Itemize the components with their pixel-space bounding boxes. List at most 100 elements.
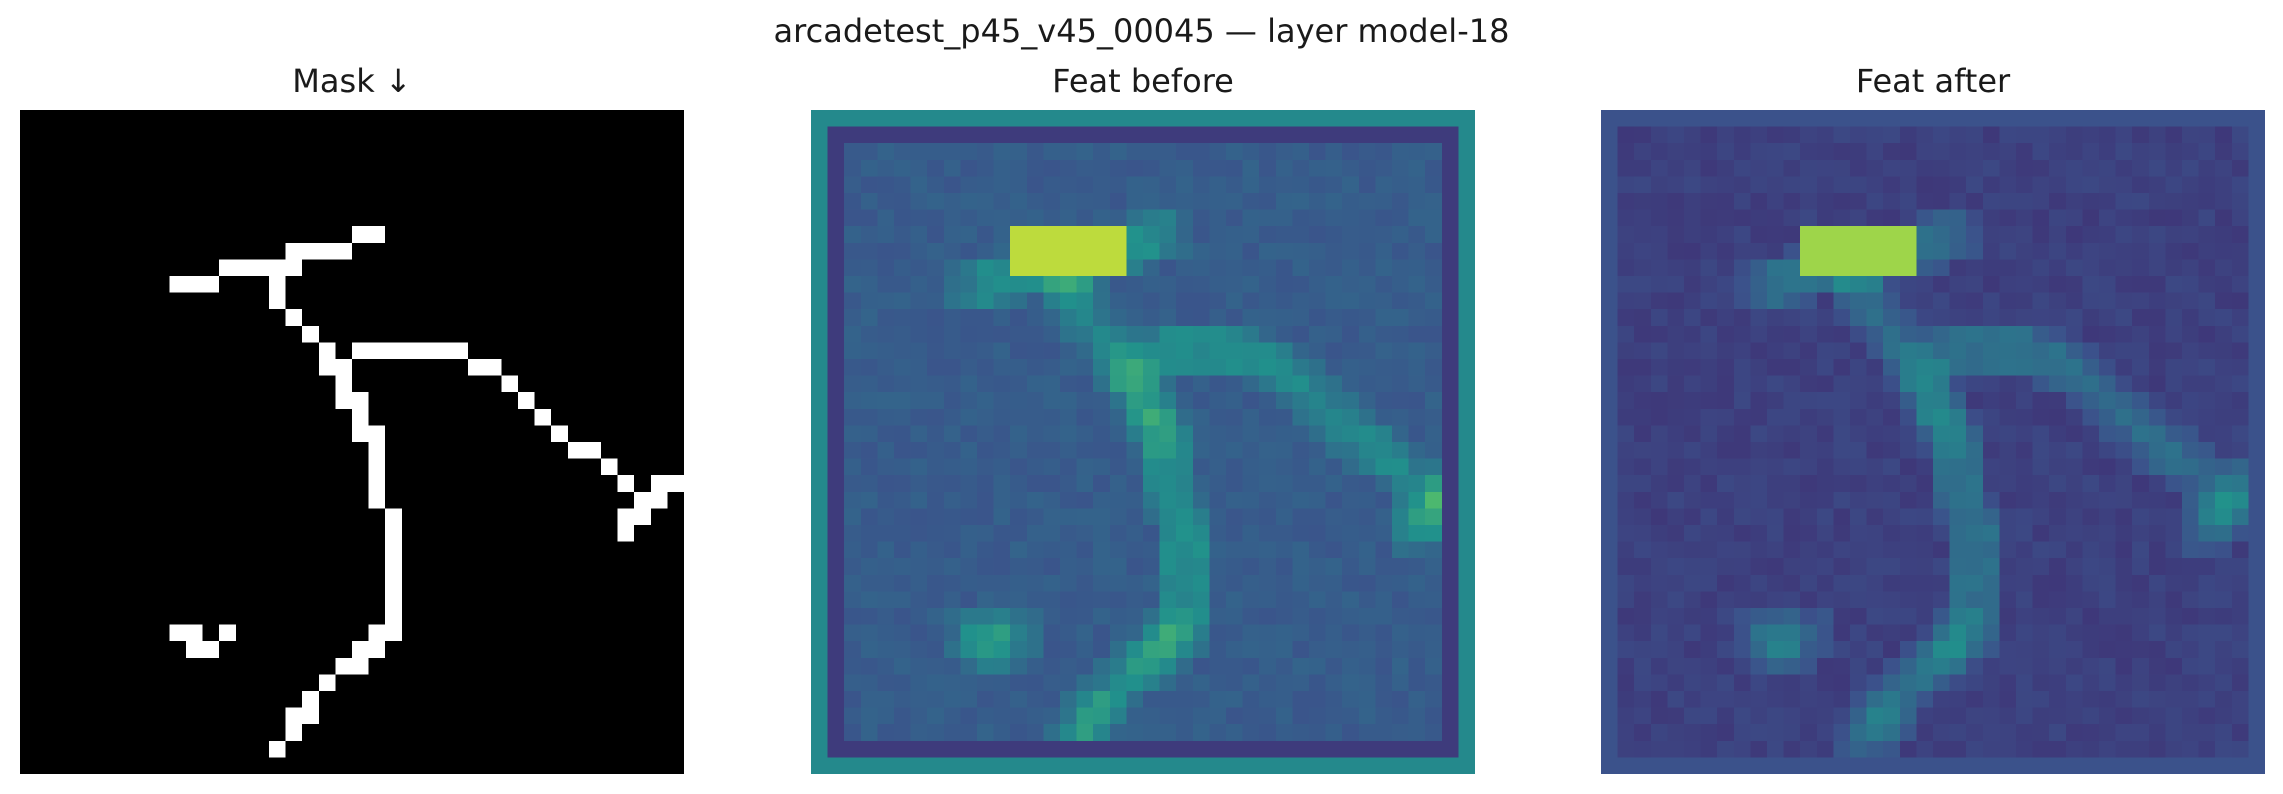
feat-before-pixel — [1010, 342, 1027, 359]
feat-after-pixel — [1950, 641, 1967, 658]
mask-pixel — [37, 409, 54, 426]
mask-pixel — [418, 276, 435, 293]
mask-pixel — [535, 757, 552, 774]
feat-before-pixel — [1359, 160, 1376, 177]
feat-after-pixel — [1850, 293, 1867, 310]
mask-pixel — [169, 210, 186, 227]
feat-before-pixel — [1442, 127, 1459, 144]
feat-before-pixel — [1193, 342, 1210, 359]
feat-before-pixel — [1043, 210, 1060, 227]
mask-pixel — [385, 442, 402, 459]
feat-after-pixel — [2248, 226, 2265, 243]
mask-pixel — [136, 724, 153, 741]
mask-pixel — [53, 293, 70, 310]
feat-before-pixel — [960, 309, 977, 326]
mask-pixel — [302, 326, 319, 343]
feat-before-pixel — [1060, 575, 1077, 592]
feat-before-pixel — [1342, 293, 1359, 310]
feat-after-pixel — [1784, 293, 1801, 310]
feat-before-pixel — [1143, 542, 1160, 559]
feat-after-pixel — [2082, 376, 2099, 393]
mask-pixel — [20, 276, 37, 293]
mask-pixel — [252, 757, 269, 774]
feat-before-pixel — [1126, 658, 1143, 675]
feat-before-pixel — [1276, 459, 1293, 476]
mask-pixel — [269, 691, 286, 708]
feat-after-pixel — [1717, 492, 1734, 509]
feat-before-pixel — [1110, 326, 1127, 343]
feat-after-pixel — [1850, 741, 1867, 758]
feat-before-pixel — [1326, 342, 1343, 359]
feat-before-pixel — [944, 691, 961, 708]
mask-pixel — [120, 259, 137, 276]
feat-before-pixel — [927, 193, 944, 210]
mask-pixel — [103, 293, 120, 310]
mask-pixel — [485, 127, 502, 144]
feat-before-pixel — [1359, 641, 1376, 658]
mask-pixel — [286, 558, 303, 575]
feat-before-pixel — [1193, 741, 1210, 758]
feat-before-pixel — [960, 542, 977, 559]
feat-after-pixel — [1767, 741, 1784, 758]
feat-after-pixel — [2116, 575, 2133, 592]
mask-pixel — [302, 143, 319, 160]
mask-pixel — [37, 160, 54, 177]
mask-pixel — [120, 210, 137, 227]
feat-after-pixel — [1933, 641, 1950, 658]
feat-after-pixel — [2016, 243, 2033, 260]
mask-pixel — [86, 243, 103, 260]
feat-after-pixel — [1667, 143, 1684, 160]
feat-before-pixel — [1043, 708, 1060, 725]
feat-after-pixel — [2033, 342, 2050, 359]
feat-after-pixel — [1833, 243, 1850, 260]
feat-before-pixel — [1176, 625, 1193, 642]
feat-after-pixel — [2016, 558, 2033, 575]
feat-before-pixel — [1409, 176, 1426, 193]
feat-before-pixel — [1392, 591, 1409, 608]
feat-after-pixel — [1767, 110, 1784, 127]
mask-pixel — [601, 724, 618, 741]
feat-before-pixel — [1292, 210, 1309, 227]
feat-after-pixel — [1950, 674, 1967, 691]
mask-pixel — [385, 326, 402, 343]
feat-after-pixel — [1950, 309, 1967, 326]
mask-pixel — [37, 442, 54, 459]
feat-before-pixel — [1110, 442, 1127, 459]
feat-after-pixel — [2182, 259, 2199, 276]
mask-pixel — [568, 376, 585, 393]
feat-after-pixel — [1750, 508, 1767, 525]
feat-before-pixel — [811, 127, 828, 144]
feat-before-pixel — [911, 127, 928, 144]
mask-pixel — [236, 425, 253, 442]
feat-after-pixel — [1983, 708, 2000, 725]
feat-after-pixel — [2066, 475, 2083, 492]
feat-after-pixel — [1767, 674, 1784, 691]
feat-after-pixel — [1634, 342, 1651, 359]
mask-pixel — [153, 359, 170, 376]
feat-after-pixel — [1767, 226, 1784, 243]
feat-after-pixel — [1966, 425, 1983, 442]
mask-pixel — [236, 143, 253, 160]
feat-before-pixel — [1342, 226, 1359, 243]
feat-before-pixel — [1392, 392, 1409, 409]
mask-pixel — [568, 741, 585, 758]
feat-before-pixel — [944, 708, 961, 725]
mask-pixel — [335, 674, 352, 691]
mask-pixel — [153, 143, 170, 160]
mask-pixel — [70, 425, 87, 442]
feat-after-pixel — [1717, 591, 1734, 608]
mask-pixel — [601, 259, 618, 276]
feat-before-pixel — [1176, 376, 1193, 393]
feat-before-pixel — [1309, 492, 1326, 509]
feat-before-pixel — [1176, 542, 1193, 559]
feat-after-pixel — [1999, 658, 2016, 675]
feat-before-pixel — [994, 193, 1011, 210]
mask-pixel — [601, 757, 618, 774]
feat-after-pixel — [2099, 658, 2116, 675]
mask-pixel — [219, 708, 236, 725]
mask-pixel — [20, 757, 37, 774]
mask-pixel — [103, 359, 120, 376]
feat-after-pixel — [1601, 193, 1618, 210]
mask-pixel — [53, 558, 70, 575]
mask-pixel — [435, 259, 452, 276]
